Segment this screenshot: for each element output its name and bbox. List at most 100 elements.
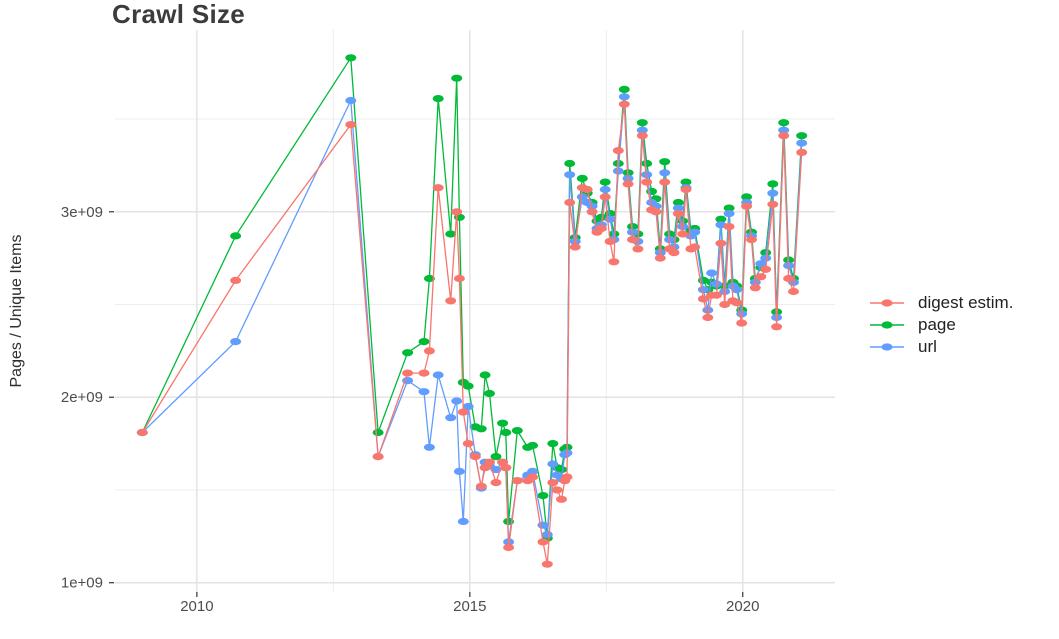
y-axis-tick-label: 1e+09 [61,575,103,592]
data-point-digest-estim [612,147,624,155]
data-point-page [641,159,653,168]
data-point-digest-estim [659,178,671,186]
series-line-url [141,96,803,542]
data-point-digest-estim [788,287,799,296]
data-point-digest-estim [680,185,692,194]
data-point-digest-estim [608,258,620,266]
data-point-digest-estim [484,458,495,466]
data-point-page [230,232,242,240]
legend-item-url: url [869,336,1013,358]
y-axis-tick-label: 2e+09 [61,389,103,406]
data-point-digest-estim [736,319,748,327]
data-point-url [576,193,588,201]
data-point-url [636,126,648,134]
data-point-url [462,402,474,411]
data-point-digest-estim [715,239,727,247]
data-point-digest-estim [541,560,553,568]
data-point-page [500,428,512,437]
data-point-digest-estim [547,479,559,487]
data-point-digest-estim [604,237,616,245]
data-point-digest-estim [622,180,634,188]
data-point-url [527,467,539,475]
data-point-digest-estim [749,284,761,292]
data-point-digest-estim [537,538,549,546]
legend-label-digest-estim: digest estim. [918,293,1014,312]
data-point-digest-estim [755,273,767,281]
data-point-digest-estim [527,473,539,481]
data-point-url [767,189,779,197]
data-point-url [564,171,576,179]
data-point-digest-estim [618,100,630,108]
data-point-url [641,171,653,179]
data-point-digest-estim [372,453,384,461]
data-point-digest-estim [556,495,567,503]
legend: digest estim. page url [869,292,1013,358]
data-point-url [490,466,502,474]
data-point-digest-estim [503,543,515,552]
data-point-digest-estim [778,132,790,140]
data-point-url [432,371,444,379]
data-point-page [564,159,576,168]
data-point-digest-estim [627,236,638,244]
data-point-page [595,213,607,221]
data-point-page [796,132,808,140]
legend-key-dot [881,321,893,329]
data-point-url [719,287,731,296]
data-point-page [475,425,487,433]
data-point-digest-estim [551,486,563,494]
legend-key-dot [881,299,893,307]
data-point-url [689,228,701,236]
data-point-page [479,371,491,379]
data-point-digest-estim [586,208,598,216]
data-point-page [445,230,457,238]
data-point-digest-estim [599,193,611,201]
data-point-url [760,254,772,262]
data-point-page [723,204,735,212]
data-point-digest-estim [672,210,684,218]
data-point-url [755,260,767,268]
data-point-url [418,388,430,396]
data-point-url [702,306,714,314]
data-point-digest-estim [636,132,648,140]
data-point-digest-estim [230,276,242,284]
data-point-url [537,521,549,529]
data-point-page [537,492,549,500]
data-point-page [497,419,509,427]
legend-item-digest-estim: digest estim. [869,292,1013,314]
data-point-url [672,204,684,212]
legend-key-page-icon [870,321,904,329]
series-line-digest-estim [141,104,803,565]
data-point-digest-estim [654,254,666,262]
data-point-digest-estim [462,440,474,448]
data-point-page [576,174,588,182]
data-point-digest-estim [511,477,523,485]
data-point-digest-estim [561,473,573,481]
data-point-page [547,440,559,448]
data-point-page [618,85,630,93]
data-point-digest-estim [445,297,457,305]
data-point-url [706,269,718,277]
data-point-digest-estim [497,458,509,466]
data-point-url [778,126,790,134]
data-point-digest-estim [767,200,779,208]
x-axis-tick-label: 2015 [453,598,486,615]
data-point-digest-estim [345,121,357,129]
data-point-url [569,237,581,245]
data-point-digest-estim [771,323,783,331]
data-point-url [612,167,624,175]
data-point-page [490,453,502,461]
data-point-page [418,338,430,346]
data-point-digest-estim [783,274,795,283]
x-axis-tick-label: 2020 [726,598,759,615]
data-point-url [604,215,616,223]
data-point-page [599,178,611,186]
data-point-page [402,349,414,357]
data-point-page [451,74,463,82]
data-point-digest-estim [432,184,444,192]
data-point-digest-estim [423,347,435,355]
data-point-page [432,95,444,103]
data-point-digest-estim [702,313,714,322]
data-point-digest-estim [457,408,469,416]
series-digest-estim [136,100,808,568]
